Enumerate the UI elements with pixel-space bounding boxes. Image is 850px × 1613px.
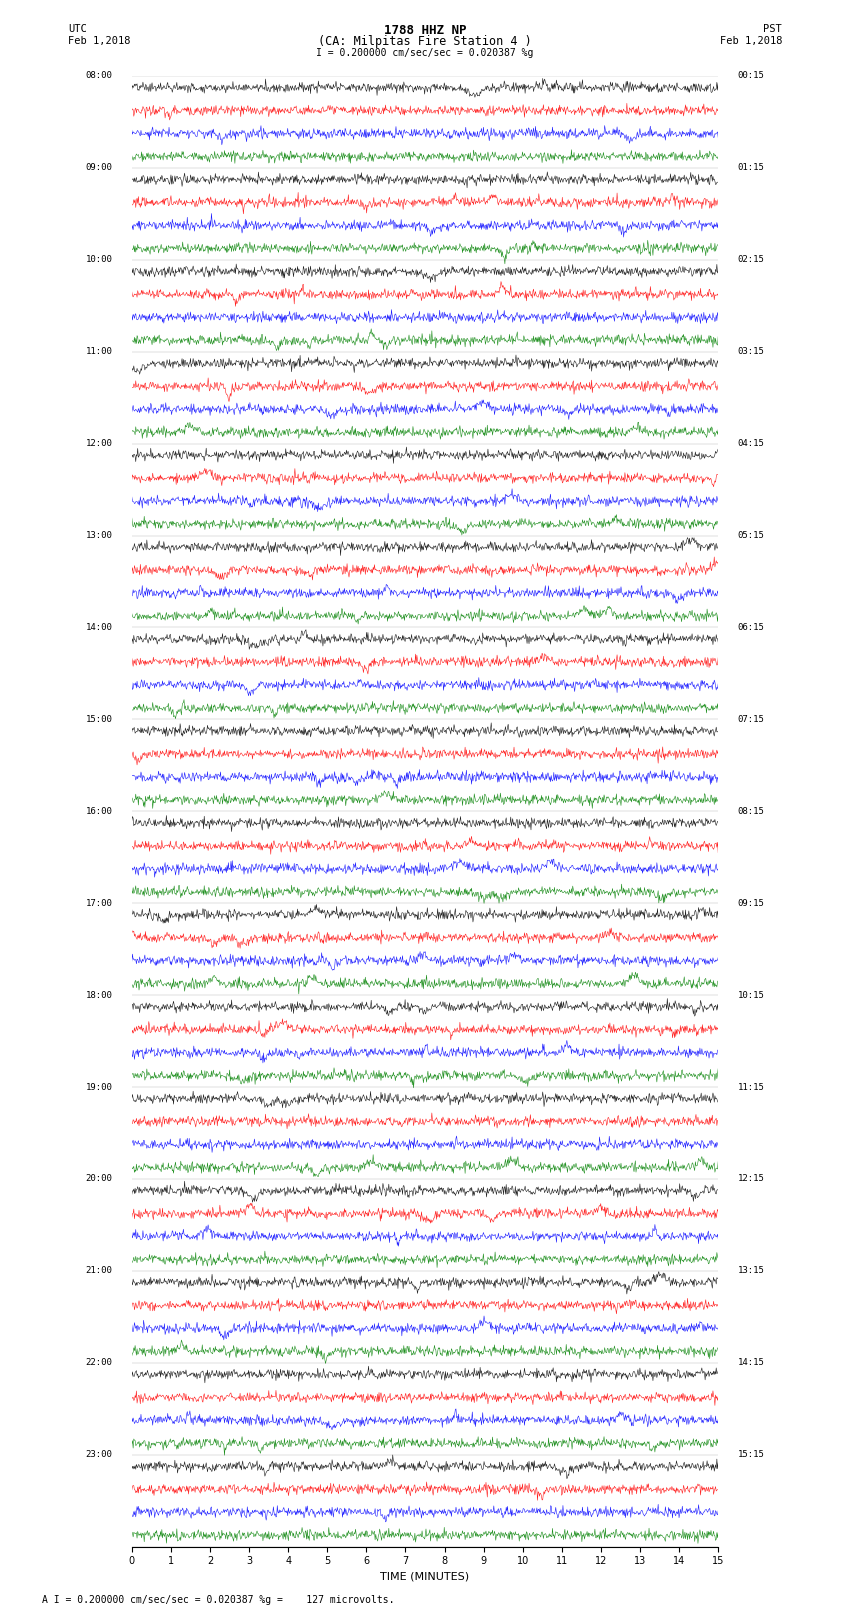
- Text: A I = 0.200000 cm/sec/sec = 0.020387 %g =    127 microvolts.: A I = 0.200000 cm/sec/sec = 0.020387 %g …: [42, 1595, 395, 1605]
- Text: 18:00: 18:00: [85, 990, 112, 1000]
- Text: 14:00: 14:00: [85, 623, 112, 632]
- Text: 02:15: 02:15: [738, 255, 765, 265]
- Text: 10:00: 10:00: [85, 255, 112, 265]
- Text: 10:15: 10:15: [738, 990, 765, 1000]
- Text: 08:00: 08:00: [85, 71, 112, 81]
- Text: 14:15: 14:15: [738, 1358, 765, 1368]
- Text: 11:00: 11:00: [85, 347, 112, 356]
- Text: 22:00: 22:00: [85, 1358, 112, 1368]
- Text: 23:00: 23:00: [85, 1450, 112, 1460]
- Text: 05:15: 05:15: [738, 531, 765, 540]
- Text: 15:15: 15:15: [738, 1450, 765, 1460]
- Text: 21:00: 21:00: [85, 1266, 112, 1276]
- Text: 13:00: 13:00: [85, 531, 112, 540]
- Text: (CA: Milpitas Fire Station 4 ): (CA: Milpitas Fire Station 4 ): [318, 35, 532, 48]
- Text: 09:00: 09:00: [85, 163, 112, 173]
- Text: 11:15: 11:15: [738, 1082, 765, 1092]
- Text: I = 0.200000 cm/sec/sec = 0.020387 %g: I = 0.200000 cm/sec/sec = 0.020387 %g: [316, 48, 534, 58]
- Text: 08:15: 08:15: [738, 806, 765, 816]
- Text: 06:15: 06:15: [738, 623, 765, 632]
- Text: 04:15: 04:15: [738, 439, 765, 448]
- Text: UTC
Feb 1,2018: UTC Feb 1,2018: [68, 24, 131, 45]
- Text: 12:15: 12:15: [738, 1174, 765, 1184]
- Text: 15:00: 15:00: [85, 715, 112, 724]
- X-axis label: TIME (MINUTES): TIME (MINUTES): [381, 1573, 469, 1582]
- Text: 1788 HHZ NP: 1788 HHZ NP: [383, 24, 467, 37]
- Text: 13:15: 13:15: [738, 1266, 765, 1276]
- Text: PST
Feb 1,2018: PST Feb 1,2018: [719, 24, 782, 45]
- Text: 12:00: 12:00: [85, 439, 112, 448]
- Text: 20:00: 20:00: [85, 1174, 112, 1184]
- Text: 16:00: 16:00: [85, 806, 112, 816]
- Text: 09:15: 09:15: [738, 898, 765, 908]
- Text: 01:15: 01:15: [738, 163, 765, 173]
- Text: 03:15: 03:15: [738, 347, 765, 356]
- Text: 17:00: 17:00: [85, 898, 112, 908]
- Text: 00:15: 00:15: [738, 71, 765, 81]
- Text: 07:15: 07:15: [738, 715, 765, 724]
- Text: 19:00: 19:00: [85, 1082, 112, 1092]
